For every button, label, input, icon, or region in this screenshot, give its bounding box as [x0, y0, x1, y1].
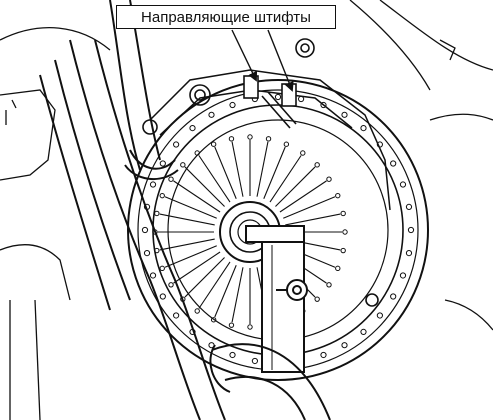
diaphragm-finger [256, 141, 269, 197]
bolt-hole [399, 272, 407, 279]
diaphragm-finger-tip [265, 136, 272, 142]
diaphragm-finger [275, 166, 316, 207]
diaphragm-finger-tip [314, 162, 320, 168]
diaphragm-finger-tip [335, 192, 341, 199]
diaphragm-finger [184, 257, 225, 298]
diaphragm-finger-tip [159, 192, 165, 199]
bolt-hole [360, 125, 367, 132]
diaphragm-finger-tip [340, 210, 346, 217]
diaphragm-finger [285, 213, 341, 226]
diaphragm-finger-tip [180, 162, 186, 168]
diaphragm-finger-tip [228, 136, 235, 142]
bolt-hole [407, 226, 415, 234]
diaphragm-finger [263, 146, 286, 199]
bolt-hole [159, 160, 166, 167]
diaphragm-finger-tip [300, 150, 306, 156]
diaphragm-finger [269, 155, 302, 203]
diaphragm-finger [164, 196, 217, 219]
diaphragm-finger-tip [159, 265, 165, 272]
bolt-hole [376, 312, 383, 319]
diaphragm-finger [184, 166, 225, 207]
diaphragm-finger [231, 141, 244, 197]
diaphragm-finger [231, 267, 244, 323]
flywheel-bolt-holes [141, 93, 415, 367]
bolt-hole [390, 293, 397, 300]
lower-pipe [209, 343, 331, 420]
diaphragm-finger [164, 245, 217, 268]
bolt-hole [251, 357, 259, 365]
bolt-hole [173, 312, 180, 319]
diaphragm-finger-tip [210, 317, 217, 323]
bolt-hole [208, 111, 215, 118]
diaphragm-finger [214, 265, 237, 318]
diaphragm-finger-tip [228, 322, 235, 328]
diaphragm-finger [198, 261, 231, 309]
bolt-hole [159, 293, 166, 300]
diaphragm-finger-tip [154, 247, 160, 254]
callout-label-guide-pins: Направляющие штифты [116, 5, 336, 29]
diaphragm-finger [159, 213, 215, 226]
bolt-hole [143, 249, 151, 257]
diaphragm-finger-tip [326, 282, 332, 288]
bolt-hole [173, 141, 180, 148]
diaphragm-finger-tip [154, 210, 160, 217]
hoses [39, 0, 226, 420]
callout-arrows [231, 29, 294, 92]
bolt-hole [229, 351, 236, 359]
diaphragm-finger-tip [168, 282, 174, 288]
bolt-hole [149, 181, 157, 188]
diaphragm-finger [198, 155, 231, 203]
bolt-hole [274, 93, 282, 101]
diaphragm-finger-tip [283, 141, 290, 147]
diaphragm-finger [283, 196, 336, 219]
diaphragm-finger-tip [314, 296, 320, 302]
bolt-hole [399, 181, 407, 188]
alignment-tool [245, 225, 308, 373]
bolt-hole [390, 160, 397, 167]
diaphragm-finger-tip [335, 265, 341, 272]
bolt-hole [405, 249, 413, 257]
diaphragm-finger-tip [340, 247, 346, 254]
diaphragm-finger-tip [326, 176, 332, 182]
diaphragm-finger-tip [168, 176, 174, 182]
bolt-hole [360, 328, 367, 335]
diaphragm-finger-tip [247, 134, 253, 140]
diaphragm-finger [214, 146, 237, 199]
diaphragm-finger-tip [210, 141, 217, 147]
diaphragm-finger-tip [247, 324, 253, 330]
bolt-hole [341, 342, 348, 349]
cover-bolts [142, 38, 379, 307]
bolt-hole [189, 125, 196, 132]
bolt-hole [341, 111, 348, 118]
diaphragm-finger [173, 180, 221, 213]
bolt-hole [320, 101, 327, 109]
bolt-hole [141, 226, 149, 234]
diaphragm-finger [279, 180, 327, 213]
bolt-hole [320, 351, 327, 359]
diaphragm-finger-tip [194, 308, 200, 314]
diaphragm-finger [159, 238, 215, 251]
bolt-hole [149, 272, 157, 279]
diaphragm-finger-tip [194, 150, 200, 156]
bolt-hole [229, 101, 236, 109]
diaphragm-finger-tip [342, 229, 348, 235]
bolt-hole [405, 203, 413, 211]
diaphragm-finger [173, 251, 221, 284]
